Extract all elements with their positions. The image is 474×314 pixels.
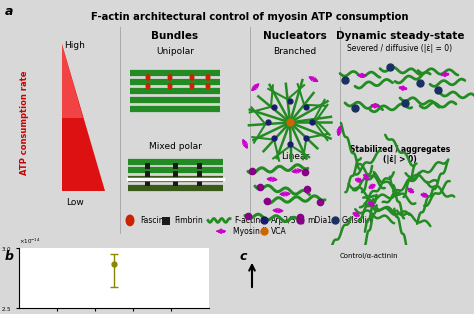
- Ellipse shape: [190, 74, 194, 81]
- Ellipse shape: [167, 74, 173, 81]
- Text: Arp2/3: Arp2/3: [271, 216, 297, 225]
- Text: Severed / diffusive (|ε̇| = 0): Severed / diffusive (|ε̇| = 0): [347, 44, 453, 53]
- Text: Fascin: Fascin: [140, 216, 164, 225]
- Text: c: c: [240, 250, 247, 263]
- Text: Unipolar: Unipolar: [156, 47, 194, 56]
- Text: Control/α-actinin: Control/α-actinin: [340, 253, 399, 259]
- Ellipse shape: [190, 83, 194, 89]
- Text: ATP consumption rate: ATP consumption rate: [20, 70, 29, 175]
- Ellipse shape: [146, 83, 151, 89]
- Bar: [197, 163, 202, 169]
- Text: Mixed polar: Mixed polar: [148, 142, 201, 151]
- Text: F-actin architectural control of myosin ATP consumption: F-actin architectural control of myosin …: [91, 12, 409, 22]
- Text: (|ε̇| > 0): (|ε̇| > 0): [383, 155, 417, 164]
- Text: b: b: [5, 250, 14, 263]
- Bar: [145, 171, 150, 177]
- Ellipse shape: [206, 83, 210, 89]
- Text: a: a: [5, 5, 13, 18]
- Text: High: High: [64, 41, 85, 50]
- Text: Gelsolin: Gelsolin: [342, 216, 373, 225]
- Ellipse shape: [126, 214, 135, 226]
- Bar: [173, 180, 178, 186]
- Text: Stabilized / aggregates: Stabilized / aggregates: [350, 145, 450, 154]
- Text: F-actin: F-actin: [234, 216, 260, 225]
- Bar: [145, 163, 150, 169]
- Ellipse shape: [206, 74, 210, 81]
- Text: Low: Low: [66, 198, 84, 207]
- Polygon shape: [62, 44, 83, 117]
- Bar: [145, 180, 150, 186]
- Bar: [173, 171, 178, 177]
- Text: Linear: Linear: [281, 152, 309, 161]
- Polygon shape: [62, 44, 105, 191]
- Text: Dynamic steady-state: Dynamic steady-state: [336, 31, 464, 41]
- Bar: [162, 217, 170, 225]
- Ellipse shape: [167, 83, 173, 89]
- Text: Nucleators: Nucleators: [263, 31, 327, 41]
- Text: VCA: VCA: [271, 227, 287, 236]
- Text: Fimbrin: Fimbrin: [174, 216, 203, 225]
- Bar: [173, 163, 178, 169]
- Ellipse shape: [146, 74, 151, 81]
- Text: Myosin II: Myosin II: [233, 227, 267, 236]
- Text: Bundles: Bundles: [151, 31, 199, 41]
- Bar: [197, 171, 202, 177]
- Bar: [197, 180, 202, 186]
- Text: Branched: Branched: [273, 47, 317, 56]
- Text: mDia1: mDia1: [307, 216, 332, 225]
